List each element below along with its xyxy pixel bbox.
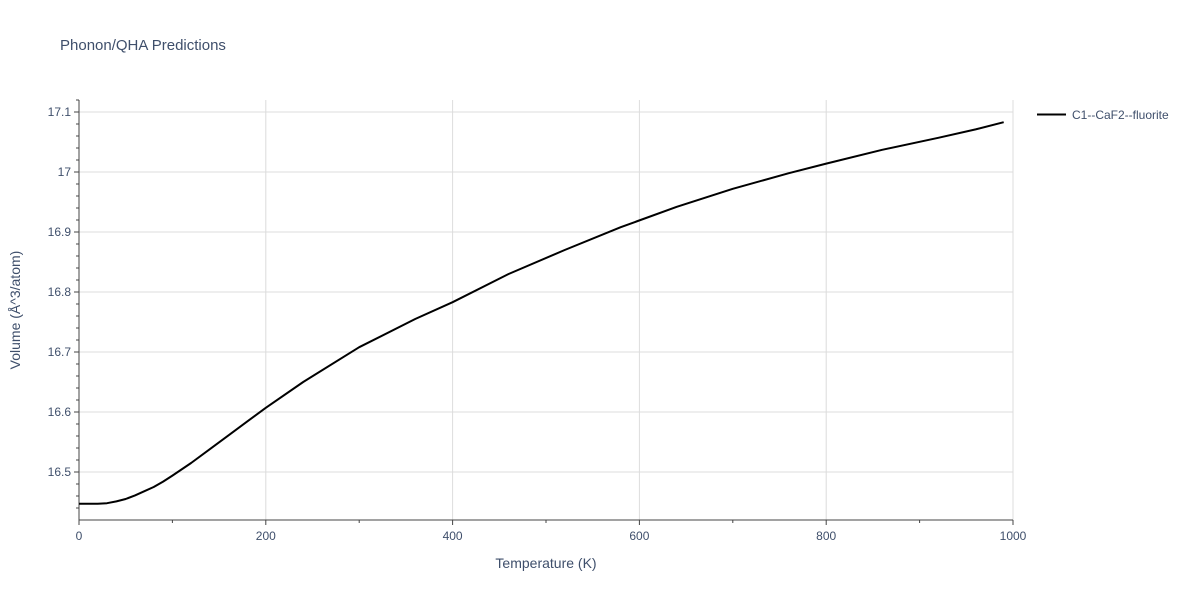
chart-title: Phonon/QHA Predictions [60,37,226,54]
y-tick-label: 16.7 [48,345,72,359]
grid-layer [79,100,1014,520]
axis-layer: 0 200 400 600 800 1000 16.5 16.6 16.7 16.8 16.9 17 1… [48,99,1027,543]
y-tick-label: 16.9 [48,225,72,239]
y-tick-label: 17 [58,165,72,179]
x-tick-label: 800 [816,529,836,543]
legend[interactable]: C1--CaF2--fluorite [1037,108,1169,122]
y-tick-label: 16.5 [48,465,72,479]
x-axis-title: Temperature (K) [495,555,596,571]
x-tick-label: 1000 [1000,529,1027,543]
y-tick-label: 16.8 [48,285,72,299]
legend-label: C1--CaF2--fluorite [1072,108,1169,122]
x-tick-label: 400 [443,529,463,543]
series-line [79,121,1004,505]
y-tick-label: 16.6 [48,405,72,419]
x-tick-label: 0 [76,529,83,543]
y-axis-title: Volume (Å^3/atom) [7,251,23,370]
x-tick-label: 600 [629,529,649,543]
x-tick-label: 200 [256,529,276,543]
y-tick-label: 17.1 [48,105,72,119]
series-layer [79,121,1004,505]
